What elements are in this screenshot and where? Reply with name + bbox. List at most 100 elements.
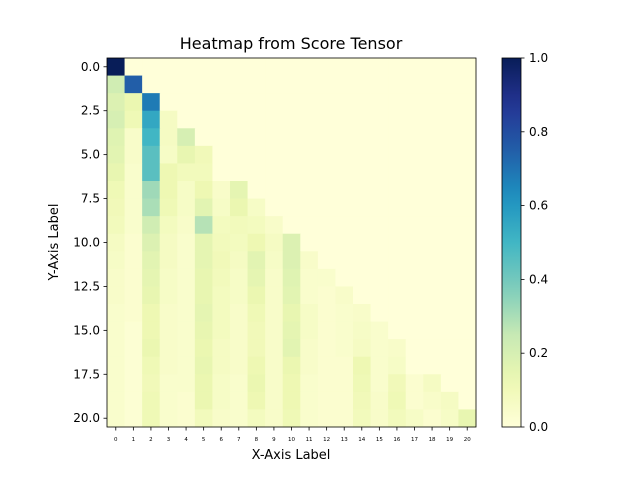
x-tick-label: 16 [393, 437, 400, 443]
heatmap-cell [142, 181, 161, 200]
heatmap-cell [212, 339, 231, 358]
heatmap-cell [388, 110, 407, 129]
heatmap-cell [317, 163, 336, 182]
heatmap-cell [265, 339, 284, 358]
heatmap-cell [247, 181, 266, 200]
heatmap-cell [300, 128, 319, 147]
heatmap-cell [300, 233, 319, 252]
heatmap-cell [388, 128, 407, 147]
heatmap-cell [440, 409, 459, 428]
heatmap-cell [388, 58, 407, 77]
heatmap-cell [423, 145, 442, 164]
heatmap-cell [194, 391, 213, 410]
x-tick-label: 4 [184, 437, 188, 443]
heatmap-cell [388, 409, 407, 428]
heatmap-cell [177, 233, 196, 252]
heatmap-cell [177, 304, 196, 323]
heatmap-cell [107, 216, 126, 235]
y-tick-label: 2.5 [81, 104, 100, 118]
heatmap-cell [353, 75, 372, 94]
heatmap-cell [124, 110, 143, 129]
heatmap-cell [440, 251, 459, 270]
heatmap-cell [265, 251, 284, 270]
heatmap-cell [265, 304, 284, 323]
chart-title: Heatmap from Score Tensor [180, 34, 403, 53]
heatmap-cell [265, 198, 284, 217]
heatmap-cell [265, 356, 284, 375]
heatmap-cell [194, 233, 213, 252]
heatmap-cell [317, 233, 336, 252]
heatmap-cell [107, 391, 126, 410]
heatmap-cell [317, 304, 336, 323]
heatmap-cell [159, 93, 178, 112]
heatmap-cell [388, 198, 407, 217]
heatmap-cell [212, 198, 231, 217]
heatmap-cell [370, 93, 389, 112]
heatmap-cell [194, 339, 213, 358]
heatmap-cell [335, 251, 354, 270]
heatmap-cell [247, 286, 266, 305]
heatmap-cell [423, 268, 442, 287]
heatmap-cell [440, 391, 459, 410]
heatmap-cell [440, 216, 459, 235]
heatmap-cell [124, 233, 143, 252]
heatmap-cell [440, 356, 459, 375]
heatmap-cell [212, 93, 231, 112]
heatmap-cell [247, 163, 266, 182]
heatmap-cell [159, 181, 178, 200]
heatmap-cell [107, 321, 126, 340]
heatmap-cell [212, 251, 231, 270]
heatmap-cell [300, 304, 319, 323]
heatmap-cell [317, 356, 336, 375]
heatmap-cell [458, 374, 477, 393]
heatmap-cell [335, 145, 354, 164]
heatmap-cell [317, 374, 336, 393]
heatmap-cell [177, 374, 196, 393]
x-tick-label: 9 [272, 437, 276, 443]
heatmap-cell [230, 391, 249, 410]
heatmap-cell [388, 93, 407, 112]
heatmap-cell [282, 251, 301, 270]
heatmap-cell [142, 321, 161, 340]
heatmap-cell [230, 216, 249, 235]
heatmap-cell [317, 110, 336, 129]
heatmap-cell [458, 58, 477, 77]
heatmap-cell [282, 409, 301, 428]
heatmap-cell [124, 286, 143, 305]
heatmap-cell [458, 181, 477, 200]
heatmap-cell [212, 216, 231, 235]
heatmap-cell [247, 321, 266, 340]
heatmap-cell [440, 198, 459, 217]
heatmap-cell [282, 304, 301, 323]
heatmap-cell [265, 286, 284, 305]
heatmap-cell [458, 391, 477, 410]
heatmap-cell [177, 75, 196, 94]
heatmap-cell [265, 233, 284, 252]
heatmap-cell [317, 198, 336, 217]
heatmap-cell [388, 268, 407, 287]
heatmap-cell [317, 251, 336, 270]
heatmap-cell [124, 58, 143, 77]
heatmap-cell [124, 198, 143, 217]
heatmap-cell [247, 198, 266, 217]
heatmap-cell [317, 409, 336, 428]
y-tick-label: 5.0 [81, 148, 100, 162]
heatmap-cell [423, 356, 442, 375]
heatmap-cell [423, 216, 442, 235]
colorbar-frame [501, 57, 522, 428]
heatmap-cell [230, 286, 249, 305]
heatmap-cell [353, 128, 372, 147]
heatmap-cell [142, 304, 161, 323]
heatmap-cell [212, 181, 231, 200]
colorbar-tick-label: 1.0 [529, 51, 548, 65]
heatmap-cell [423, 58, 442, 77]
heatmap-cell [300, 93, 319, 112]
heatmap-cell [107, 198, 126, 217]
heatmap-cell [230, 93, 249, 112]
y-tick-label: 7.5 [81, 192, 100, 206]
y-tick-label: 12.5 [73, 279, 100, 293]
heatmap-cell [335, 75, 354, 94]
heatmap-cell [370, 339, 389, 358]
heatmap-cell [230, 58, 249, 77]
heatmap-cell [405, 356, 424, 375]
